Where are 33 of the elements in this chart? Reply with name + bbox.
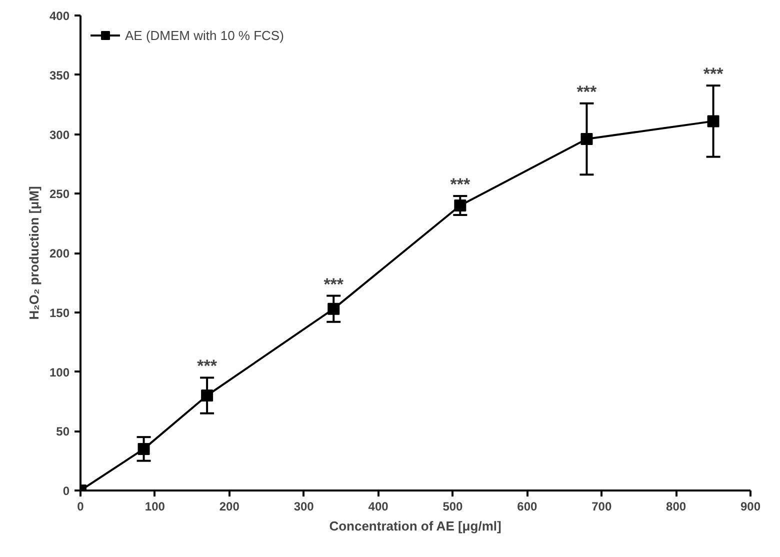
- annotation: ***: [197, 356, 218, 376]
- x-tick-label: 900: [740, 500, 761, 514]
- x-tick-label: 700: [592, 500, 612, 514]
- annotation: ***: [450, 175, 470, 194]
- point: [138, 442, 150, 455]
- y-tick-label: 200: [49, 246, 70, 260]
- annotation: ***: [576, 82, 598, 102]
- annotation: ***: [324, 274, 344, 294]
- annotation: ***: [703, 64, 724, 84]
- x-tick-label: 500: [442, 500, 464, 514]
- y-tick-label: 150: [49, 306, 70, 320]
- x-tick-label: 600: [517, 500, 538, 514]
- y-tick-label: 250: [49, 187, 70, 202]
- y-axis-title: H₂O₂ production [μM]: [26, 186, 42, 320]
- y-tick-label: 50: [56, 424, 70, 439]
- point: [201, 390, 214, 402]
- y-tick-label: 400: [49, 9, 70, 23]
- x-tick-label: 300: [294, 500, 314, 514]
- y-tick-label: 0: [62, 484, 70, 498]
- x-axis-title: Concentration of AE [μg/ml]: [329, 518, 502, 534]
- x-tick-label: 200: [219, 500, 240, 514]
- point: [707, 115, 720, 128]
- point: [580, 133, 593, 145]
- x-tick-label: 400: [368, 500, 389, 514]
- legend-label: AE (DMEM with 10 % FCS): [125, 28, 284, 42]
- x-tick-label: 100: [144, 500, 166, 514]
- point: [454, 200, 466, 212]
- y-tick-label: 350: [49, 68, 70, 82]
- point: [328, 302, 340, 315]
- x-tick-label: 0: [77, 500, 84, 514]
- y-tick-label: 300: [49, 128, 70, 142]
- y-tick-label: 100: [49, 365, 70, 380]
- x-tick-label: 800: [666, 500, 686, 514]
